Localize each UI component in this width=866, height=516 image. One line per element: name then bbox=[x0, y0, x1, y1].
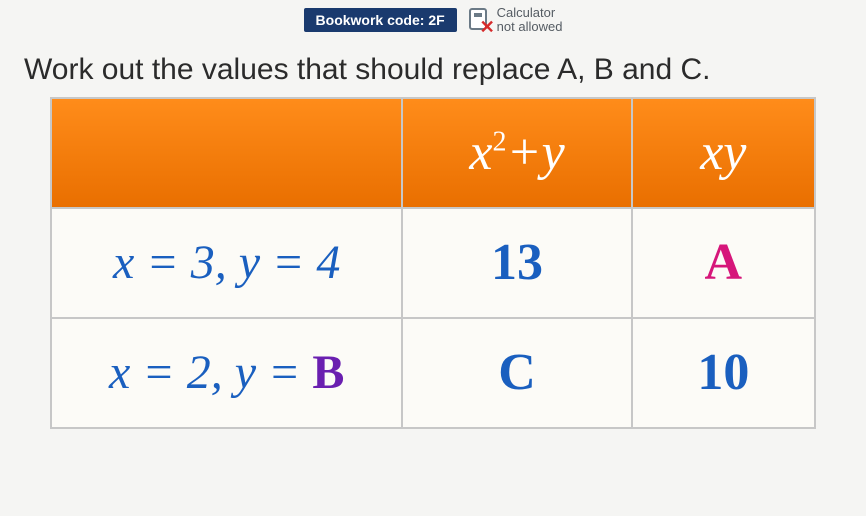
header-sup-2: 2 bbox=[492, 127, 506, 158]
header-plus-y: +y bbox=[506, 124, 564, 181]
values-table-wrap: x2+y xy x = 3, y = 4 13 A bbox=[0, 97, 866, 429]
table-row: x = 2, y = B C 10 bbox=[51, 318, 815, 428]
question-text: Work out the values that should replace … bbox=[0, 35, 866, 97]
cell-10: 10 bbox=[697, 344, 749, 401]
row2-label-cell: x = 2, y = B bbox=[51, 318, 402, 428]
cell-13: 13 bbox=[491, 234, 543, 291]
bookwork-code-badge: Bookwork code: 2F bbox=[304, 8, 457, 32]
header-xy-text: xy bbox=[700, 124, 746, 181]
row1-label-cell: x = 3, y = 4 bbox=[51, 208, 402, 318]
header-var-x: x bbox=[469, 124, 492, 181]
table-row: x = 3, y = 4 13 A bbox=[51, 208, 815, 318]
row1-y-value: 4 bbox=[316, 236, 340, 289]
header-xy: xy bbox=[632, 98, 815, 208]
calculator-note-text: Calculator not allowed bbox=[497, 6, 563, 35]
row1-label-prefix: x = 3, y = bbox=[113, 236, 316, 289]
row2-label-prefix: x = 2, y = bbox=[109, 346, 312, 399]
table-header-row: x2+y xy bbox=[51, 98, 815, 208]
top-meta-row: Bookwork code: 2F ✕ Calculator not allow… bbox=[0, 0, 866, 35]
calculator-note: ✕ Calculator not allowed bbox=[469, 6, 563, 35]
header-blank bbox=[51, 98, 402, 208]
calculator-note-line1: Calculator bbox=[497, 5, 556, 20]
cell-A: A bbox=[705, 234, 743, 291]
row1-col-xy: A bbox=[632, 208, 815, 318]
calculator-not-allowed-icon: ✕ bbox=[469, 8, 491, 32]
values-table: x2+y xy x = 3, y = 4 13 A bbox=[50, 97, 816, 429]
row2-y-value: B bbox=[312, 346, 344, 399]
row1-col-x2y: 13 bbox=[402, 208, 631, 318]
cell-C: C bbox=[498, 344, 536, 401]
row2-col-xy: 10 bbox=[632, 318, 815, 428]
row2-col-x2y: C bbox=[402, 318, 631, 428]
calculator-note-line2: not allowed bbox=[497, 19, 563, 34]
header-x2-plus-y: x2+y bbox=[402, 98, 631, 208]
